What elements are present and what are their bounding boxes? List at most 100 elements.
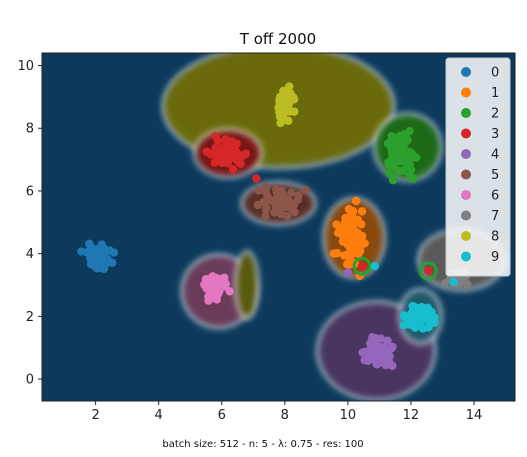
point-class-0 — [101, 245, 110, 255]
legend-marker-5 — [461, 169, 471, 180]
point-class-3 — [217, 158, 227, 167]
point-class-4 — [379, 356, 389, 366]
point-class-5 — [261, 212, 270, 221]
point-class-4 — [372, 360, 382, 369]
point-class-5 — [282, 211, 292, 221]
legend-label-5: 5 — [491, 168, 499, 183]
point-class-2 — [401, 131, 410, 140]
x-tick-label: 8 — [281, 408, 289, 423]
x-tick-label: 14 — [466, 408, 483, 423]
region-6 — [237, 253, 257, 317]
point-class-3 — [225, 146, 234, 156]
point-class-1 — [347, 208, 356, 217]
point-class-1 — [357, 220, 366, 229]
point-class-0 — [99, 259, 109, 269]
legend-marker-6 — [461, 190, 471, 200]
chart-caption: batch size: 512 - n: 5 - λ: 0.75 - res: … — [162, 439, 363, 450]
legend-marker-1 — [461, 87, 471, 98]
point-class-1 — [342, 234, 352, 243]
legend-marker-4 — [461, 149, 471, 159]
highlight-point-1 — [424, 266, 433, 276]
point-class-2 — [409, 174, 418, 183]
point-class-8 — [284, 88, 294, 97]
point-class-1 — [351, 196, 361, 206]
legend-marker-9 — [461, 251, 471, 262]
point-class-8 — [289, 95, 299, 104]
highlight-point-0 — [357, 261, 367, 271]
point-class-3 — [216, 149, 225, 158]
point-class-0 — [109, 248, 119, 257]
point-class-6 — [208, 272, 217, 281]
point-class-2 — [400, 165, 410, 174]
legend-label-7: 7 — [491, 209, 499, 224]
highlight-point-5 — [252, 174, 261, 183]
point-class-2 — [386, 160, 395, 169]
point-class-2 — [388, 176, 398, 185]
point-class-5 — [270, 208, 279, 217]
point-class-3 — [202, 147, 211, 156]
y-tick-label: 10 — [17, 59, 34, 74]
point-class-2 — [411, 153, 421, 162]
point-class-9 — [406, 314, 416, 324]
legend-box — [445, 57, 511, 277]
point-class-8 — [274, 103, 283, 112]
point-class-5 — [277, 186, 286, 195]
x-tick-label: 2 — [91, 408, 99, 423]
x-tick-label: 12 — [403, 408, 420, 423]
point-class-2 — [393, 166, 402, 175]
point-class-4 — [376, 334, 386, 343]
point-class-8 — [284, 116, 293, 125]
legend-label-9: 9 — [491, 250, 499, 265]
point-class-1 — [352, 228, 361, 237]
point-class-5 — [262, 182, 271, 191]
point-class-4 — [388, 361, 397, 370]
point-class-2 — [393, 155, 402, 165]
point-class-8 — [278, 97, 288, 106]
legend-marker-0 — [461, 67, 471, 77]
point-class-3 — [211, 132, 220, 141]
point-class-4 — [383, 336, 392, 345]
point-class-5 — [283, 199, 292, 208]
point-class-5 — [254, 186, 263, 195]
highlight-point-2 — [370, 261, 379, 271]
point-class-5 — [262, 203, 271, 212]
highlight-ring-1 — [418, 261, 438, 281]
legend-marker-3 — [461, 128, 471, 139]
point-class-6 — [216, 274, 225, 284]
legend-label-8: 8 — [491, 230, 499, 245]
point-class-8 — [284, 107, 294, 116]
point-class-6 — [212, 290, 221, 299]
point-class-0 — [107, 258, 117, 267]
point-class-4 — [385, 352, 394, 361]
point-class-5 — [262, 197, 271, 206]
legend-label-0: 0 — [491, 66, 499, 81]
point-class-1 — [360, 239, 369, 248]
point-class-4 — [388, 342, 397, 352]
x-tick-label: 10 — [340, 408, 357, 423]
point-class-3 — [228, 165, 238, 174]
data-points — [77, 82, 472, 370]
chart-title: T off 2000 — [239, 30, 316, 48]
point-class-1 — [347, 221, 356, 230]
point-class-1 — [336, 223, 345, 233]
point-class-3 — [211, 156, 221, 166]
legend-label-4: 4 — [491, 148, 499, 163]
y-tick-label: 0 — [26, 373, 34, 388]
highlight-point-4 — [343, 268, 353, 277]
point-class-1 — [329, 249, 339, 258]
y-tick-label: 8 — [26, 122, 34, 137]
point-class-5 — [301, 185, 310, 195]
legend-label-1: 1 — [491, 86, 499, 101]
y-tick-label: 6 — [26, 184, 34, 199]
point-class-4 — [379, 347, 389, 356]
point-class-4 — [363, 356, 373, 366]
legend-marker-2 — [461, 108, 471, 118]
point-class-9 — [425, 314, 434, 323]
point-class-2 — [392, 138, 401, 147]
point-class-2 — [391, 148, 401, 157]
point-class-5 — [274, 194, 283, 203]
x-tick-label: 4 — [155, 408, 163, 423]
point-class-0 — [86, 260, 96, 269]
point-class-0 — [91, 253, 100, 262]
